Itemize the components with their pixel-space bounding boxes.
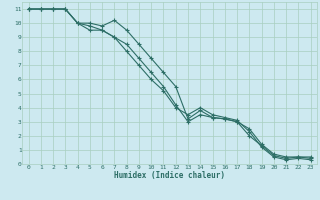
X-axis label: Humidex (Indice chaleur): Humidex (Indice chaleur) bbox=[114, 171, 225, 180]
